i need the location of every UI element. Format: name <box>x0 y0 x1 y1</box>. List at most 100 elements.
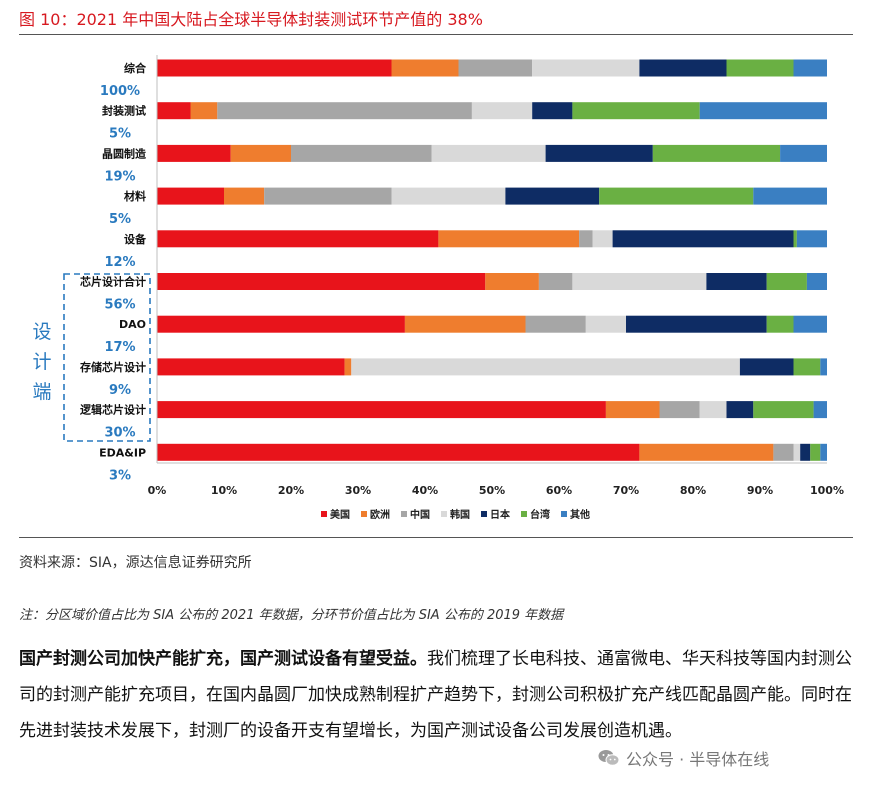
legend-label: 日本 <box>490 508 511 521</box>
title-rule <box>19 34 853 35</box>
legend-swatch <box>521 511 527 517</box>
legend-swatch <box>481 511 487 517</box>
body-bold-lead: 国产封测公司加快产能扩充，国产测试设备有望受益。 <box>19 649 427 669</box>
x-tick-label: 70% <box>613 484 639 497</box>
source-rule <box>19 537 853 538</box>
bar-segment <box>532 59 640 77</box>
bar-segment <box>820 358 827 376</box>
x-tick-label: 90% <box>747 484 773 497</box>
bar-segment <box>291 144 432 162</box>
legend-swatch <box>561 511 567 517</box>
bar-segment <box>800 443 811 461</box>
bar-segment <box>404 315 526 333</box>
source-text: 资料来源：SIA，源达信息证券研究所 <box>19 555 252 571</box>
figure-title: 图 10：2021 年中国大陆占全球半导体封装测试环节产值的 38% <box>19 10 483 29</box>
bar-segment <box>810 443 821 461</box>
bar-segment <box>438 230 580 248</box>
category-label: 晶圆制造 <box>102 146 147 160</box>
legend-swatch <box>401 511 407 517</box>
bar-segment <box>344 358 352 376</box>
bar-segment <box>157 443 640 461</box>
legend-label: 韩国 <box>450 508 470 521</box>
x-tick-label: 20% <box>278 484 304 497</box>
legend-swatch <box>321 511 327 517</box>
category-share-label: 100% <box>100 84 140 99</box>
bar-segment <box>793 358 821 376</box>
bar-segment <box>157 144 231 162</box>
category-share-label: 19% <box>104 169 135 184</box>
bar-segment <box>391 187 506 205</box>
bar-segment <box>505 187 600 205</box>
bar-segment <box>538 273 573 290</box>
legend-label: 美国 <box>330 508 350 521</box>
x-tick-label: 30% <box>345 484 371 497</box>
category-label: 逻辑芯片设计 <box>80 403 146 417</box>
bar-segment <box>659 401 700 419</box>
category-label: 材料 <box>124 189 146 203</box>
bar-segment <box>391 59 459 77</box>
bar-segment <box>157 273 486 290</box>
bar-segment <box>793 230 797 248</box>
bar-segment <box>766 273 807 290</box>
category-label: DAO <box>119 318 146 331</box>
bar-segment <box>753 187 827 205</box>
category-share-label: 5% <box>109 212 131 227</box>
category-share-label: 56% <box>104 298 135 313</box>
bar-segment <box>157 315 405 333</box>
bar-segment <box>793 443 801 461</box>
note-text: 注：分区域价值占比为 SIA 公布的 2021 年数据，分环节价值占比为 SIA… <box>19 608 564 623</box>
bar-segment <box>739 358 794 376</box>
bar-segment <box>753 401 814 419</box>
bar-segment <box>699 401 727 419</box>
category-share-label: 9% <box>109 383 131 398</box>
bar-segment <box>592 230 613 248</box>
bar-segment <box>699 102 827 120</box>
bar-segment <box>572 273 707 290</box>
bar-segment <box>351 358 740 376</box>
category-share-label: 12% <box>104 255 135 270</box>
bar-segment <box>766 315 794 333</box>
bar-segment <box>773 443 794 461</box>
legend-swatch <box>441 511 447 517</box>
bar-segment <box>190 102 218 120</box>
category-label: 芯片设计合计 <box>80 275 146 289</box>
bar-segment <box>726 401 754 419</box>
bar-segment <box>224 187 265 205</box>
category-share-label: 17% <box>104 340 135 355</box>
group-label-char: 端 <box>32 381 51 403</box>
x-tick-label: 60% <box>546 484 572 497</box>
bar-segment <box>471 102 533 120</box>
x-tick-label: 40% <box>412 484 438 497</box>
bar-segment <box>230 144 291 162</box>
legend-label: 其他 <box>570 508 590 521</box>
x-tick-label: 80% <box>680 484 706 497</box>
legend-swatch <box>361 511 367 517</box>
body-paragraph: 国产封测公司加快产能扩充，国产测试设备有望受益。我们梳理了长电科技、通富微电、华… <box>19 641 857 749</box>
bar-segment <box>585 315 626 333</box>
category-label: 设备 <box>124 232 147 246</box>
bar-segment <box>157 59 392 77</box>
bar-segment <box>485 273 539 290</box>
bar-segment <box>157 358 345 376</box>
design-group-box <box>63 273 151 442</box>
bar-segment <box>605 401 660 419</box>
bar-segment <box>793 59 827 77</box>
bar-segment <box>599 187 754 205</box>
watermark-text: 公众号 · 半导体在线 <box>626 750 770 769</box>
bar-segment <box>806 273 827 290</box>
bar-segment <box>626 315 767 333</box>
bar-segment <box>545 144 653 162</box>
bar-segment <box>431 144 546 162</box>
bar-segment <box>579 230 593 248</box>
bar-segment <box>612 230 794 248</box>
bar-segment <box>796 230 827 248</box>
x-tick-label: 50% <box>479 484 505 497</box>
legend-label: 中国 <box>410 508 430 521</box>
bar-segment <box>157 230 439 248</box>
stacked-bar-chart: 设计端 综合 100% 封装测试 5% 晶圆制造 19% 材料 5% 设备 12% 芯片设计合计 56%… <box>32 55 844 521</box>
body-text: 我们梳理了长电科技、通富微电、华天科技等国内封测公司的封测产能扩充项目，在国内晶… <box>19 649 852 741</box>
wechat-icon <box>598 750 620 766</box>
bar-segment <box>706 273 767 290</box>
group-label-char: 设 <box>32 321 51 343</box>
bar-segment <box>820 443 827 461</box>
